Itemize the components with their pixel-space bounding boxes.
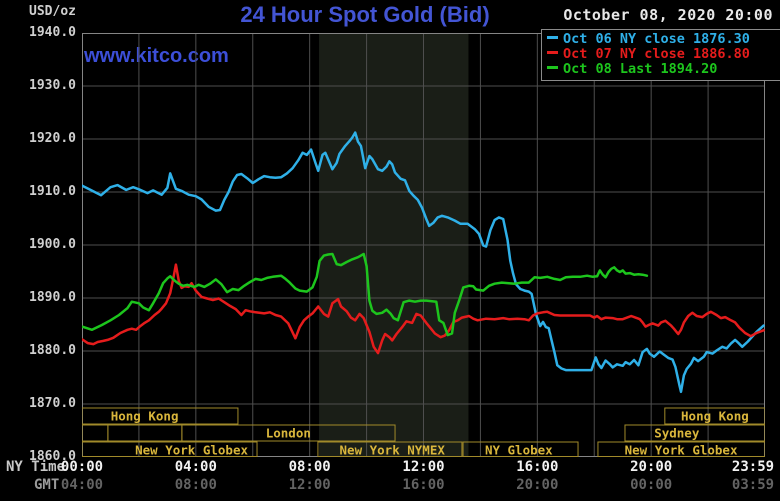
ny-time-tick: 00:00 bbox=[60, 459, 104, 475]
session-label: New York NYMEX bbox=[340, 443, 446, 458]
plot-area: Hong Kong Hong Kong London Sydney New York G… bbox=[82, 33, 765, 457]
gmt-tick: 20:00 bbox=[516, 477, 559, 493]
kitco-watermark-link[interactable]: www.kitco.com bbox=[84, 45, 229, 67]
session-box-new-york-nymex bbox=[317, 441, 463, 457]
ny-time-tick: 20:00 bbox=[630, 459, 673, 475]
legend-item: Oct 07 NY close 1886.80 bbox=[546, 47, 779, 62]
legend-line-marker bbox=[547, 36, 558, 39]
y-tick-label: 1860.0 bbox=[29, 449, 76, 464]
legend-label: Oct 06 NY close 1876.30 bbox=[563, 31, 750, 47]
ny-time-tick: 12:00 bbox=[402, 459, 445, 475]
legend-label: Oct 08 Last 1894.20 bbox=[563, 61, 718, 77]
gmt-tick: 16:00 bbox=[402, 477, 445, 493]
ny-time-axis-label: NY Time bbox=[6, 459, 66, 475]
ny-time-tick: 08:00 bbox=[288, 459, 331, 475]
session-box-unlabeled bbox=[107, 424, 183, 442]
y-tick-label: 1920.0 bbox=[29, 131, 76, 146]
y-tick-label: 1900.0 bbox=[29, 237, 76, 252]
gmt-tick: 12:00 bbox=[288, 477, 331, 493]
chart-datetime: October 08, 2020 20:00 bbox=[563, 6, 773, 24]
ny-time-tick: 16:00 bbox=[516, 459, 559, 475]
y-tick-label: 1890.0 bbox=[29, 290, 76, 305]
gmt-tick: 04:00 bbox=[60, 477, 104, 493]
ny-time-tick: 23:59 bbox=[731, 459, 775, 475]
session-label: New York Globex bbox=[625, 443, 738, 458]
y-tick-label: 1910.0 bbox=[29, 184, 76, 199]
ny-time-tick: 04:00 bbox=[174, 459, 217, 475]
session-label: London bbox=[266, 426, 311, 441]
session-box-london bbox=[181, 424, 396, 442]
session-label: Hong Kong bbox=[681, 409, 749, 424]
series-line-oct-06 bbox=[82, 131, 765, 394]
gmt-axis-label: GMT bbox=[34, 477, 60, 493]
session-box-new-york-globex bbox=[597, 441, 765, 457]
session-label: Sydney bbox=[654, 426, 700, 441]
gmt-tick: 00:00 bbox=[630, 477, 673, 493]
legend: Oct 06 NY close 1876.30 Oct 07 NY close 1… bbox=[541, 29, 780, 81]
legend-label: Oct 07 NY close 1886.80 bbox=[563, 46, 750, 62]
y-tick-label: 1940.0 bbox=[29, 25, 76, 40]
session-label: NY Globex bbox=[485, 443, 553, 458]
session-label: New York Globex bbox=[135, 443, 248, 458]
legend-line-marker bbox=[547, 51, 558, 54]
legend-line-marker bbox=[547, 66, 558, 69]
legend-item: Oct 06 NY close 1876.30 bbox=[546, 32, 779, 47]
y-tick-label: 1880.0 bbox=[29, 343, 76, 358]
gmt-tick: 03:59 bbox=[731, 477, 775, 493]
session-box-ny-globex bbox=[462, 441, 579, 457]
session-box-unlabeled bbox=[82, 424, 109, 442]
y-tick-label: 1870.0 bbox=[29, 396, 76, 411]
y-tick-label: 1930.0 bbox=[29, 78, 76, 93]
y-axis-unit-label: USD/oz bbox=[29, 4, 76, 19]
session-box-hong-kong bbox=[82, 407, 239, 425]
gmt-tick: 08:00 bbox=[174, 477, 217, 493]
session-box-new-york-globex bbox=[82, 441, 258, 457]
session-label: Hong Kong bbox=[111, 409, 179, 424]
series-line-oct-08 bbox=[82, 252, 649, 337]
page-title: 24 Hour Spot Gold (Bid) bbox=[240, 2, 490, 27]
legend-item: Oct 08 Last 1894.20 bbox=[546, 62, 779, 77]
